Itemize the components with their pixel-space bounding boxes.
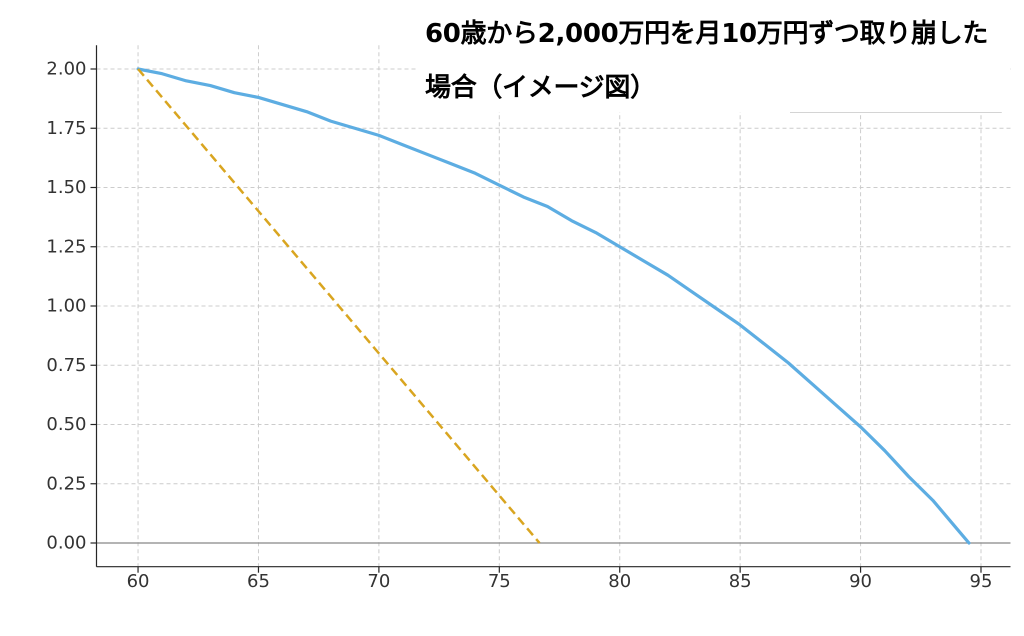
y-tick-label-4: 1.00 (46, 296, 86, 317)
y-tick-label-6: 1.50 (46, 177, 86, 198)
legend-frame-edge (790, 112, 1002, 113)
series-group (136, 67, 971, 545)
y-tick-label-8: 2.00 (46, 59, 86, 80)
y-tick-label-1: 0.25 (46, 473, 86, 494)
y-tick-label-7: 1.75 (46, 118, 86, 139)
x-tick-label-75: 75 (488, 571, 511, 592)
y-axis-ticks: 0.00 0.25 0.50 0.75 1.00 1.25 1.50 1.75 2.00 (46, 59, 97, 554)
chart-title: 60歳から2,000万円を月10万円ずつ取り崩した 場合（イメージ図） (416, 0, 1010, 112)
x-axis-ticks: 60 65 70 75 80 85 90 95 (127, 566, 993, 592)
x-tick-label-85: 85 (729, 571, 752, 592)
x-tick-label-60: 60 (127, 571, 150, 592)
chart-title-line-2: 場合（イメージ図） (425, 73, 656, 103)
y-tick-label-5: 1.25 (46, 236, 86, 257)
chart-title-line-1: 60歳から2,000万円を月10万円ずつ取り崩した (425, 19, 989, 49)
grid-lines (96, 45, 1011, 567)
x-tick-label-95: 95 (970, 571, 993, 592)
dashed-series-line (137, 68, 541, 544)
x-tick-label-80: 80 (608, 571, 631, 592)
y-tick-label-3: 0.75 (46, 355, 86, 376)
solid-series-line (136, 67, 971, 545)
y-tick-label-2: 0.50 (46, 414, 86, 435)
y-tick-label-0: 0.00 (46, 533, 86, 554)
x-tick-label-90: 90 (849, 571, 872, 592)
x-tick-label-65: 65 (247, 571, 270, 592)
x-tick-label-70: 70 (367, 571, 390, 592)
